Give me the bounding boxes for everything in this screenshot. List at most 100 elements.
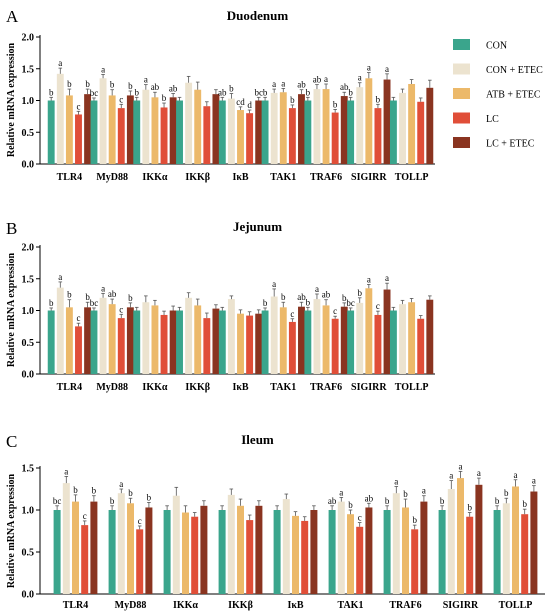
bar xyxy=(261,310,269,374)
significance-letter: b xyxy=(376,94,381,104)
bar xyxy=(237,313,244,374)
significance-letter: b xyxy=(85,79,90,89)
bar xyxy=(420,501,428,594)
bar xyxy=(417,318,425,374)
significance-letter: a xyxy=(64,466,68,476)
significance-letter: b xyxy=(290,95,295,105)
significance-letter: a xyxy=(367,274,371,284)
panel-title: Duodenum xyxy=(227,8,289,23)
bar xyxy=(176,100,183,164)
bar xyxy=(145,507,153,594)
bar xyxy=(65,307,73,374)
bar xyxy=(347,310,355,374)
bar xyxy=(56,73,64,164)
bar xyxy=(90,501,98,594)
significance-letter: c xyxy=(333,306,337,316)
category-label: TLR4 xyxy=(63,600,89,611)
category-label: IKKα xyxy=(142,172,167,183)
category-label: IκB xyxy=(232,172,248,183)
significance-letter: b xyxy=(348,87,353,97)
bar xyxy=(203,318,211,374)
significance-letter: b xyxy=(128,488,133,498)
category-label: MyD88 xyxy=(96,382,128,393)
bar xyxy=(185,297,193,374)
bar xyxy=(133,310,141,374)
bar xyxy=(212,94,220,164)
bar xyxy=(502,503,510,594)
bar xyxy=(218,100,226,164)
bar xyxy=(279,307,287,374)
significance-letter: a xyxy=(385,273,389,283)
significance-letter: a xyxy=(58,58,62,68)
significance-letter: b xyxy=(348,500,353,510)
panel-title: Jejunum xyxy=(233,219,282,234)
significance-letter: a xyxy=(477,468,481,478)
bar xyxy=(530,491,538,594)
bar xyxy=(117,493,125,594)
bar xyxy=(273,510,281,594)
significance-letter: ab xyxy=(218,87,227,97)
significance-letter: c xyxy=(358,513,362,523)
bar xyxy=(169,310,177,374)
bar xyxy=(151,97,159,164)
significance-letter: b xyxy=(134,87,139,97)
category-label: IKKα xyxy=(142,382,167,393)
bar xyxy=(99,78,107,164)
category-label: SIGIRR xyxy=(351,382,387,393)
significance-letter: a xyxy=(315,284,319,294)
bar xyxy=(117,108,125,164)
bar xyxy=(136,529,144,594)
bar xyxy=(203,106,211,164)
bar xyxy=(172,495,180,594)
legend-label: CON + ETEC xyxy=(486,65,543,76)
category-label: TRAF6 xyxy=(310,382,342,393)
category-label: TAK1 xyxy=(270,382,296,393)
bar xyxy=(426,299,434,374)
bar xyxy=(288,321,296,374)
significance-letter: c xyxy=(138,516,142,526)
category-label: TOLLP xyxy=(395,172,429,183)
legend-swatch xyxy=(453,137,470,148)
bar xyxy=(246,520,254,594)
bar xyxy=(438,510,446,594)
bar xyxy=(255,505,263,594)
bar xyxy=(337,501,345,594)
bar xyxy=(142,302,150,374)
significance-letter: b xyxy=(333,99,338,109)
bar xyxy=(301,520,309,594)
significance-letter: a xyxy=(459,461,463,471)
category-label: TRAF6 xyxy=(389,600,421,611)
bar xyxy=(282,499,290,594)
bar xyxy=(255,100,263,164)
significance-letter: c xyxy=(290,309,294,319)
significance-letter: ab xyxy=(297,80,306,90)
panel-letter: B xyxy=(6,219,17,238)
bar xyxy=(447,489,455,594)
legend-swatch xyxy=(453,39,470,50)
category-label: SIGIRR xyxy=(443,600,479,611)
panel-jejunum: B Jejunum Relative mRNA expression 0.0 0.5 1.… xyxy=(6,219,435,393)
bar xyxy=(90,310,98,374)
significance-letter: a xyxy=(272,279,276,289)
bar xyxy=(151,305,159,374)
y-tick-label: 0.5 xyxy=(22,128,35,139)
bar xyxy=(340,306,348,374)
bar xyxy=(356,526,364,594)
significance-letter: b xyxy=(412,515,417,525)
legend-label: LC + ETEC xyxy=(486,139,535,150)
category-label: TRAF6 xyxy=(310,172,342,183)
significance-letter: b xyxy=(73,485,78,495)
bar xyxy=(218,310,226,374)
y-tick-label: 2.0 xyxy=(22,243,35,254)
category-label: TOLLP xyxy=(499,600,533,611)
bar xyxy=(328,510,336,594)
bar xyxy=(163,510,171,594)
bar xyxy=(127,503,134,594)
significance-letter: bc xyxy=(53,496,62,506)
y-tick-label: 1.5 xyxy=(22,464,35,475)
bar xyxy=(133,100,141,164)
bar xyxy=(117,318,125,374)
y-tick-label: 1.5 xyxy=(22,274,35,285)
significance-letter: a xyxy=(514,470,518,480)
bar xyxy=(90,100,98,164)
